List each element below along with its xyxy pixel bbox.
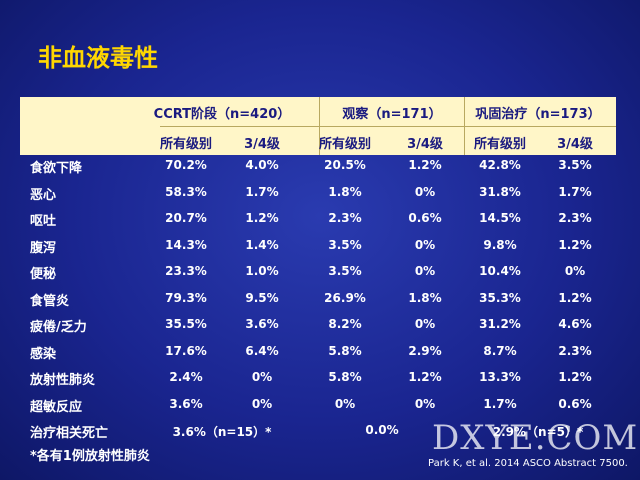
table-cell: 1.4% [245,237,279,252]
sub-header: 所有级别 [473,137,527,152]
table-cell: 0% [564,264,586,278]
table-cell: 4.6% [558,317,592,331]
header-band [20,97,616,155]
rule [464,97,465,155]
table-cell: 1.2% [558,370,592,384]
row-label: 感染 [30,346,57,362]
table-cell: 8.7% [483,343,517,358]
table-cell: 2.4% [169,370,203,384]
table-cell: 42.8% [479,158,521,172]
table-cell: 1.2% [558,290,592,305]
sub-header: 3/4级 [244,137,280,152]
table-cell: 1.2% [408,370,442,384]
table-cell: 0.0% [365,423,399,437]
footnote: *各有1例放射性肺炎 [30,449,150,464]
table-cell: 0% [414,264,436,278]
table-cell: 10.4% [479,264,521,278]
table-cell: 0% [414,396,436,411]
row-label: 治疗相关死亡 [30,426,109,441]
table-cell: 13.3% [479,370,521,384]
table-cell: 1.7% [558,184,592,199]
table-cell: 79.3% [165,290,207,305]
table-cell: 20.5% [324,158,366,172]
table-cell: 4.0% [245,158,279,172]
table-cell: 2.3% [558,211,592,225]
table-cell: 2.3% [328,211,362,225]
table-cell: 31.8% [479,184,521,199]
sub-header: 所有级别 [159,137,213,152]
table-cell: 1.7% [483,396,517,411]
row-label: 恶心 [30,187,57,203]
table-cell: 17.6% [165,343,207,358]
table-cell: 0.6% [408,211,442,225]
row-label: 疲倦/乏力 [30,320,87,335]
rule [319,97,320,155]
sub-header: 3/4级 [557,137,593,152]
table-cell: 1.2% [245,211,279,225]
group-header: CCRT阶段（n=420） [153,107,291,122]
row-label: 超敏反应 [30,399,83,415]
table-cell: 26.9% [324,290,366,305]
table-cell: 3.6% [169,396,203,411]
table-cell: 3.6% [245,317,279,331]
row-label: 放射性肺炎 [30,373,96,388]
table-cell: 0% [251,370,273,384]
table-cell: 1.7% [245,184,279,199]
table-cell: 0% [414,317,436,331]
table-cell: 0% [251,396,273,411]
table-cell: 3.5% [558,158,592,172]
table-cell: 0.6% [558,396,592,411]
table-cell: 8.2% [328,317,362,331]
slide-title: 非血液毒性 [38,44,158,72]
table-cell: 14.3% [165,237,207,252]
table-cell: 2.9%（n=5）* [492,425,584,439]
table-cell: 0% [334,396,356,411]
table-cell: 70.2% [165,158,207,172]
table-cell: 2.3% [558,343,592,358]
citation: Park K, et al. 2014 ASCO Abstract 7500. [428,458,628,469]
row-label: 便秘 [30,267,57,282]
table-cell: 5.8% [328,370,362,384]
group-header: 巩固治疗（n=173） [475,107,601,122]
table-cell: 0% [414,237,436,252]
row-label: 食管炎 [30,293,70,309]
table-cell: 3.5% [328,264,362,278]
table-cell: 9.8% [483,237,517,252]
row-label: 食欲下降 [30,161,83,176]
rule [160,126,616,127]
group-header: 观察（n=171） [342,107,442,122]
table-cell: 58.3% [165,184,207,199]
watermark: DXYE.COM [432,418,639,458]
table-cell: 35.3% [479,290,521,305]
table-cell: 1.0% [245,264,279,278]
table-cell: 3.6%（n=15）* [172,425,272,439]
sub-header: 3/4级 [407,137,443,152]
sub-header: 所有级别 [318,137,372,152]
table-cell: 1.8% [328,184,362,199]
table-cell: 23.3% [165,264,207,278]
table-cell: 0% [414,184,436,199]
table-cell: 2.9% [408,343,442,358]
table-cell: 1.2% [408,158,442,172]
table-cell: 35.5% [165,317,207,331]
table-cell: 14.5% [479,211,521,225]
table-cell: 3.5% [328,237,362,252]
row-label: 呕吐 [30,214,57,229]
table-cell: 5.8% [328,343,362,358]
table-cell: 6.4% [245,343,279,358]
row-label: 腹泻 [30,240,57,256]
table-cell: 31.2% [479,317,521,331]
table-cell: 1.2% [558,237,592,252]
table-cell: 9.5% [245,290,279,305]
table-cell: 1.8% [408,290,442,305]
table-cell: 20.7% [165,211,207,225]
